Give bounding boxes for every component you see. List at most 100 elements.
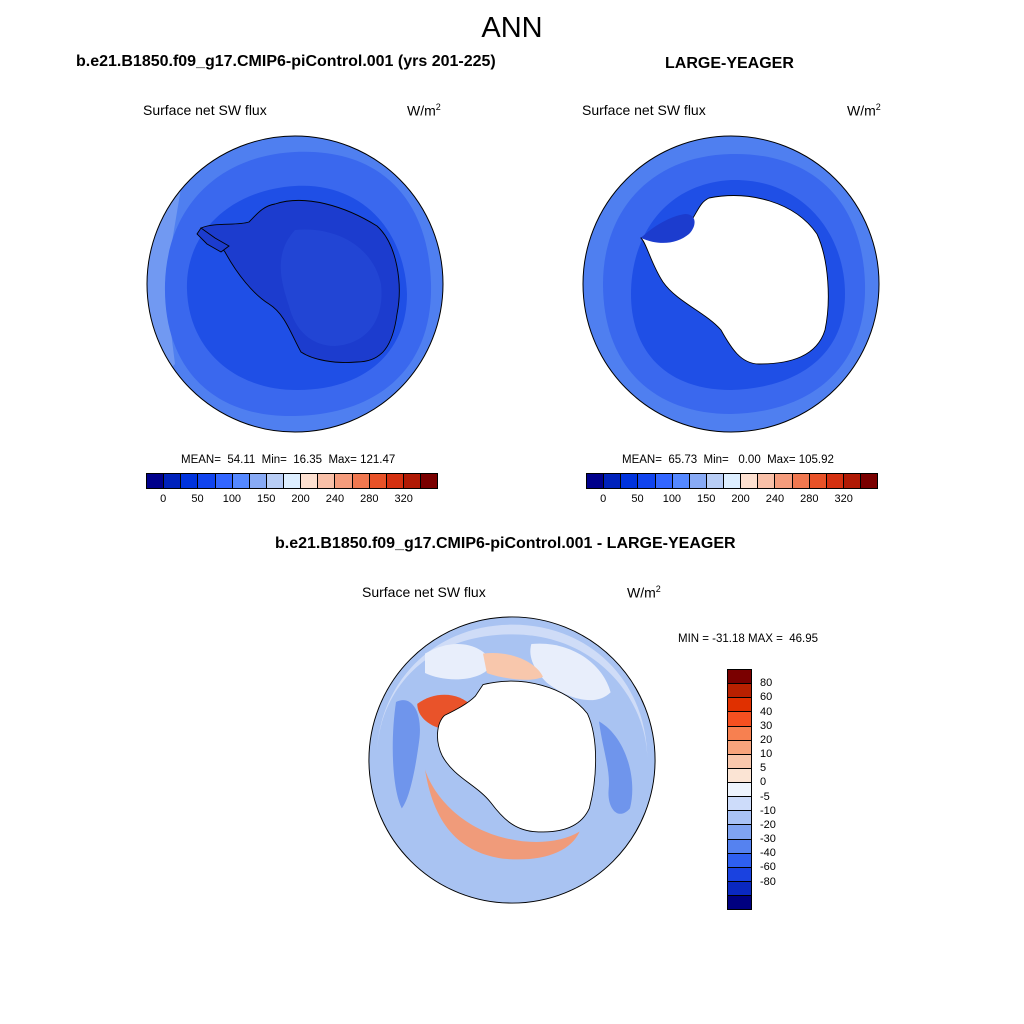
top-left-units: W/m2 — [407, 102, 441, 119]
colorbar-swatch — [587, 474, 605, 488]
colorbar-swatch — [728, 670, 751, 685]
colorbar-swatch — [728, 698, 751, 713]
colorbar-swatch — [318, 474, 336, 488]
colorbar-swatch — [861, 474, 878, 488]
figure-title: ANN — [481, 12, 543, 44]
colorbar-swatch — [421, 474, 438, 488]
colorbar-swatch — [809, 474, 827, 488]
top-left-stats: MEAN= 54.11 Min= 16.35 Max= 121.47 — [181, 454, 396, 466]
colorbar-swatch — [728, 825, 751, 840]
diff-pale-patch-1 — [425, 643, 493, 680]
tl-continent-inner — [280, 229, 382, 346]
colorbar-tick-label: 5 — [760, 762, 767, 775]
top-left-colorbar-ticks: 0 50 100 150 200 240 280 320 — [146, 493, 438, 509]
colorbar-swatch — [352, 474, 370, 488]
top-left-colorbar-bar — [146, 473, 438, 489]
colorbar-tick-label: -20 — [760, 818, 776, 831]
bottom-case-title: b.e21.B1850.f09_g17.CMIP6-piControl.001 … — [275, 535, 736, 552]
diff-orange-ring — [425, 769, 580, 860]
tl-peninsula — [196, 227, 230, 253]
colorbar-swatch — [232, 474, 250, 488]
colorbar-swatch — [403, 474, 421, 488]
colorbar-tick-label: 0 — [760, 776, 767, 789]
colorbar-swatch — [843, 474, 861, 488]
colorbar-swatch — [335, 474, 353, 488]
top-right-colorbar-bar — [586, 473, 878, 489]
top-right-polar-map — [582, 135, 880, 433]
diff-pale-patch-2 — [530, 643, 611, 701]
colorbar-tick-label: 20 — [760, 733, 773, 746]
colorbar-tick-label: 60 — [760, 691, 773, 704]
colorbar-swatch — [724, 474, 742, 488]
colorbar-swatch — [728, 853, 751, 868]
top-left-case-title: b.e21.B1850.f09_g17.CMIP6-piControl.001 … — [76, 53, 496, 70]
difference-colorbar-bar — [727, 669, 752, 910]
top-left-variable-label: Surface net SW flux — [143, 102, 267, 118]
colorbar-swatch — [728, 712, 751, 727]
colorbar-swatch — [301, 474, 319, 488]
colorbar-swatch — [728, 839, 751, 854]
colorbar-swatch — [741, 474, 759, 488]
colorbar-swatch — [181, 474, 199, 488]
colorbar-swatch — [728, 896, 751, 910]
colorbar-swatch — [689, 474, 707, 488]
colorbar-tick-label: 200 — [291, 493, 310, 505]
colorbar-swatch — [728, 768, 751, 783]
difference-colorbar — [727, 669, 752, 910]
top-right-case-title: LARGE-YEAGER — [665, 55, 794, 72]
diff-ice-mask — [437, 680, 597, 833]
colorbar-swatch — [775, 474, 793, 488]
difference-colorbar-ticks: 80 60 40 30 20 10 5 0 -5 -10 -20 -30 -40 -60 -80 — [760, 669, 800, 910]
tr-dark-weddell — [641, 214, 695, 243]
colorbar-swatch — [621, 474, 639, 488]
colorbar-tick-label: -60 — [760, 861, 776, 874]
colorbar-tick-label: -40 — [760, 847, 776, 860]
colorbar-tick-label: 240 — [325, 493, 345, 505]
colorbar-tick-label: -80 — [760, 875, 776, 888]
colorbar-tick-label: 240 — [765, 493, 785, 505]
colorbar-swatch — [728, 811, 751, 826]
colorbar-swatch — [728, 783, 751, 798]
top-right-variable-label: Surface net SW flux — [582, 102, 706, 118]
colorbar-swatch — [728, 754, 751, 769]
colorbar-tick-label: 0 — [600, 493, 607, 505]
colorbar-swatch — [638, 474, 656, 488]
colorbar-tick-label: 280 — [800, 493, 819, 505]
diff-blue-band-east — [599, 721, 633, 814]
colorbar-swatch — [604, 474, 622, 488]
diff-blue-band-west — [392, 700, 420, 809]
top-right-units: W/m2 — [847, 102, 881, 119]
colorbar-swatch — [284, 474, 302, 488]
colorbar-swatch — [249, 474, 267, 488]
colorbar-tick-label: 30 — [760, 719, 773, 732]
colorbar-swatch — [164, 474, 182, 488]
colorbar-swatch — [728, 881, 751, 896]
top-right-stats: MEAN= 65.73 Min= 0.00 Max= 105.92 — [622, 454, 834, 466]
colorbar-tick-label: 100 — [222, 493, 242, 505]
colorbar-tick-label: -10 — [760, 804, 776, 817]
colorbar-tick-label: 0 — [160, 493, 167, 505]
colorbar-swatch — [826, 474, 844, 488]
colorbar-tick-label: 320 — [834, 493, 853, 505]
colorbar-swatch — [147, 474, 165, 488]
colorbar-tick-label: 280 — [360, 493, 379, 505]
colorbar-swatch — [706, 474, 724, 488]
colorbar-tick-label: -5 — [760, 790, 770, 803]
colorbar-swatch — [655, 474, 673, 488]
colorbar-swatch — [266, 474, 284, 488]
top-right-colorbar-ticks: 0 50 100 150 200 240 280 320 — [586, 493, 878, 509]
colorbar-tick-label: -30 — [760, 833, 776, 846]
colorbar-swatch — [369, 474, 387, 488]
top-left-polar-map — [146, 135, 444, 433]
colorbar-tick-label: 80 — [760, 677, 773, 690]
colorbar-swatch — [792, 474, 810, 488]
diff-peach-patch — [483, 652, 543, 680]
colorbar-swatch — [728, 684, 751, 699]
colorbar-tick-label: 40 — [760, 705, 773, 718]
colorbar-swatch — [728, 726, 751, 741]
colorbar-tick-label: 200 — [731, 493, 750, 505]
colorbar-tick-label: 150 — [257, 493, 276, 505]
colorbar-tick-label: 10 — [760, 748, 773, 761]
colorbar-swatch — [728, 867, 751, 882]
colorbar-swatch — [386, 474, 404, 488]
